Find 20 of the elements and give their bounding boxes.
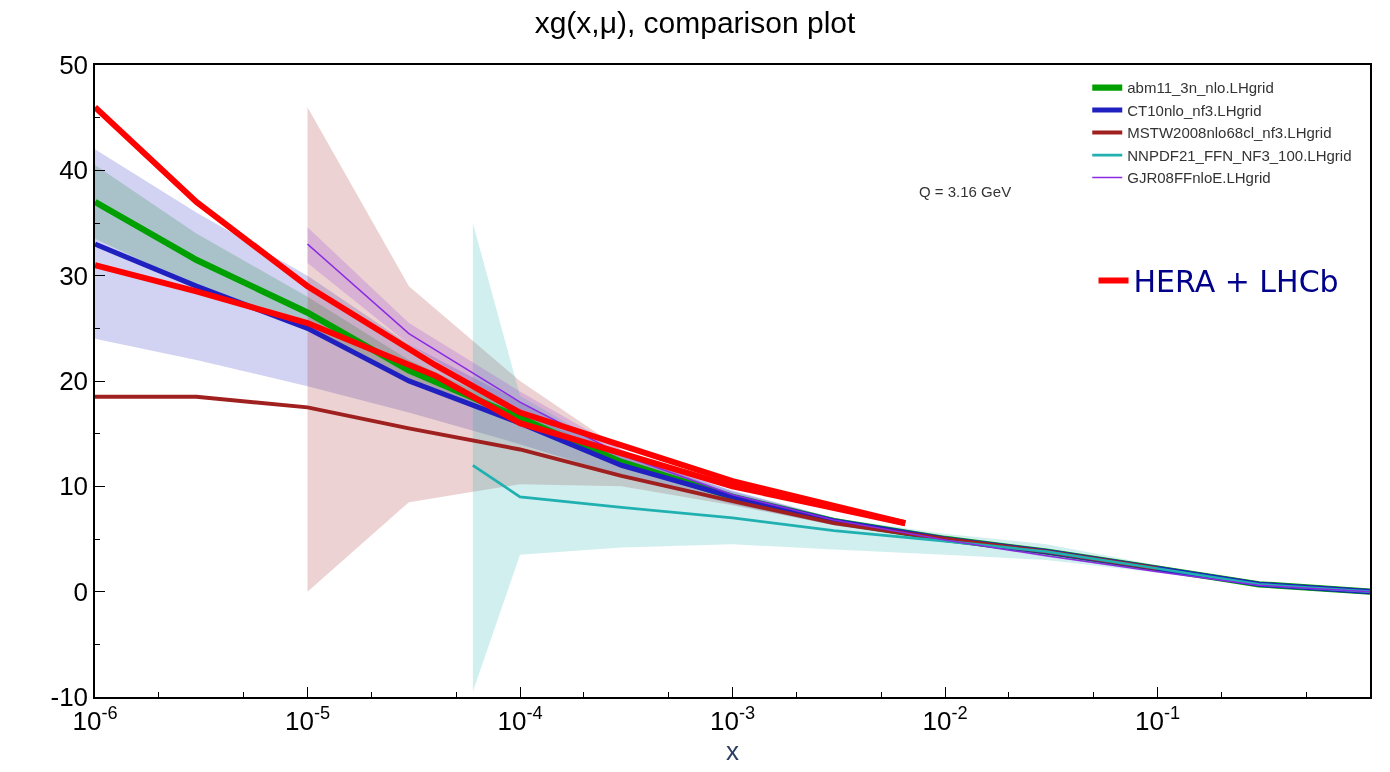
- x-axis-title: x: [726, 735, 739, 766]
- y-tick-label: 40: [59, 155, 89, 186]
- y-tick-label: 30: [59, 260, 89, 291]
- y-tick-label: 50: [59, 50, 89, 81]
- legend-label: abm11_3n_nlo.LHgrid: [1127, 79, 1274, 97]
- y-tick-label: 20: [59, 366, 89, 397]
- legend-label: CT10nlo_nf3.LHgrid: [1127, 101, 1262, 119]
- x-tick-label: 10$^{-2}$: [922, 703, 968, 736]
- legend-label: NNPDF21_FFN_NF3_100.LHgrid: [1127, 146, 1352, 164]
- x-tick-label: 10$^{-3}$: [709, 703, 756, 736]
- x-tick-label: 10$^{-4}$: [497, 703, 543, 736]
- chart-title: xg(x,μ), comparison plot: [534, 5, 857, 39]
- legend-label: HERA + LHCb: [1133, 264, 1339, 300]
- annotation: Q = 3.16 GeV: [919, 183, 1012, 200]
- x-tick-label: 10$^{-5}$: [284, 703, 331, 736]
- legend-label: GJR08FFnloE.LHgrid: [1127, 169, 1271, 187]
- y-tick-label: 10: [59, 471, 89, 502]
- x-tick-label: 10$^{-1}$: [1134, 703, 1181, 736]
- legend-label: MSTW2008nlo68cl_nf3.LHgrid: [1127, 124, 1332, 142]
- y-tick-label: 0: [73, 576, 89, 607]
